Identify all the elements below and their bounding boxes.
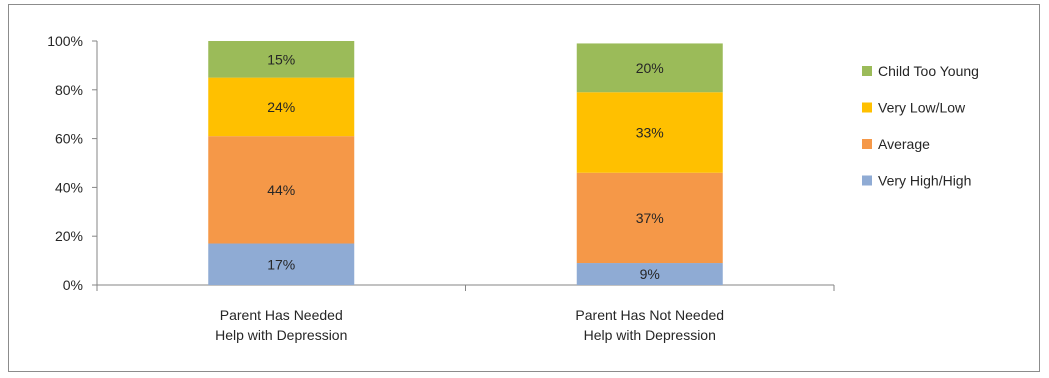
y-tick-label: 40% (55, 179, 83, 195)
bar-segment-child-too-young (576, 43, 723, 93)
y-tick-label: 80% (55, 82, 83, 98)
bar-segment-very-high-high (576, 263, 723, 285)
bar-segment-average (576, 172, 723, 264)
data-label: 15% (267, 51, 295, 67)
data-label: 24% (267, 99, 295, 115)
legend-swatch (862, 139, 872, 149)
x-category-label: Help with Depression (215, 327, 347, 343)
x-category-label: Help with Depression (584, 327, 716, 343)
legend-swatch (862, 175, 872, 186)
x-category-label: Parent Has Needed (220, 307, 343, 323)
data-label: 9% (640, 266, 660, 282)
data-label: 20% (636, 60, 664, 76)
bar-segment-average (208, 136, 355, 244)
legend-label: Very Low/Low (878, 100, 966, 116)
bar-segment-very-high-high (208, 243, 355, 285)
legend-swatch (862, 102, 872, 113)
y-tick-label: 20% (55, 228, 83, 244)
legend-swatch (862, 66, 872, 76)
legend-label: Average (878, 136, 930, 152)
bar-segment-very-low-low (576, 92, 723, 173)
bar-segment-very-low-low (208, 77, 355, 137)
y-tick-label: 0% (63, 277, 83, 293)
y-tick-label: 100% (47, 33, 83, 49)
data-label: 44% (267, 182, 295, 198)
legend-label: Child Too Young (878, 63, 979, 79)
bar-segment-child-too-young (208, 41, 355, 78)
data-label: 17% (267, 256, 295, 272)
data-label: 33% (636, 125, 664, 141)
chart-area (8, 4, 1040, 372)
data-label: 37% (636, 210, 664, 226)
legend-label: Very High/High (878, 173, 971, 189)
y-tick-label: 60% (55, 131, 83, 147)
x-category-label: Parent Has Not Needed (575, 307, 724, 323)
